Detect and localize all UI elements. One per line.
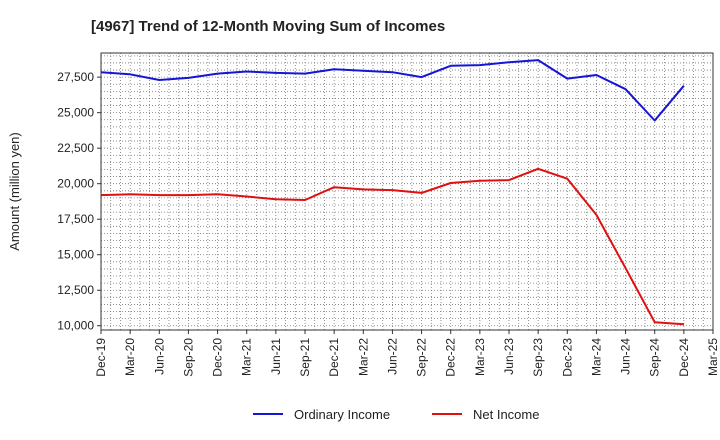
- x-tick-label: Mar-20: [123, 338, 137, 376]
- y-tick-label: 20,000: [57, 177, 94, 191]
- x-tick-label: Mar-24: [589, 338, 603, 376]
- x-tick-label: Sep-22: [415, 338, 429, 377]
- axes: 10,000 12,500 15,000 17,500 20,000 22,500 25,0…: [57, 70, 720, 377]
- x-tick-label: Dec-22: [444, 338, 458, 377]
- legend-label-ordinary-income: Ordinary Income: [294, 407, 390, 422]
- y-tick-label: 10,000: [57, 319, 94, 333]
- y-tick-label: 15,000: [57, 248, 94, 262]
- y-tick-label: 12,500: [57, 283, 94, 297]
- x-tick-label: Sep-23: [531, 338, 545, 377]
- x-tick-label: Mar-25: [706, 338, 720, 376]
- x-tick-label: Dec-21: [327, 338, 341, 377]
- x-tick-label: Jun-21: [269, 338, 283, 375]
- y-axis-label: Amount (million yen): [7, 132, 22, 251]
- legend: Ordinary Income Net Income: [253, 407, 539, 422]
- x-tick-label: Jun-22: [385, 338, 399, 375]
- x-tick-label: Mar-21: [240, 338, 254, 376]
- x-tick-label: Jun-20: [152, 338, 166, 375]
- y-tick-label: 22,500: [57, 141, 94, 155]
- x-tick-label: Mar-22: [356, 338, 370, 376]
- x-tick-label: Dec-23: [560, 338, 574, 377]
- plot-frame: [100, 52, 714, 331]
- y-tick-label: 27,500: [57, 70, 94, 84]
- x-tick-label: Dec-19: [94, 338, 108, 377]
- x-tick-label: Dec-20: [211, 338, 225, 377]
- x-tick-label: Dec-24: [677, 338, 691, 377]
- y-tick-label: 17,500: [57, 212, 94, 226]
- x-tick-label: Jun-23: [502, 338, 516, 375]
- grid: [101, 53, 713, 330]
- y-tick-label: 25,000: [57, 106, 94, 120]
- x-tick-label: Sep-24: [648, 338, 662, 377]
- series-layer: [100, 59, 685, 326]
- x-tick-label: Sep-21: [298, 338, 312, 377]
- x-tick-label: Mar-23: [473, 338, 487, 376]
- legend-label-net-income: Net Income: [473, 407, 539, 422]
- x-tick-label: Jun-24: [619, 338, 633, 375]
- series-line-ordinary-income: [100, 59, 685, 122]
- x-tick-label: Sep-20: [181, 338, 195, 377]
- series-line-net-income: [100, 167, 684, 326]
- chart-title: [4967] Trend of 12-Month Moving Sum of I…: [91, 18, 445, 35]
